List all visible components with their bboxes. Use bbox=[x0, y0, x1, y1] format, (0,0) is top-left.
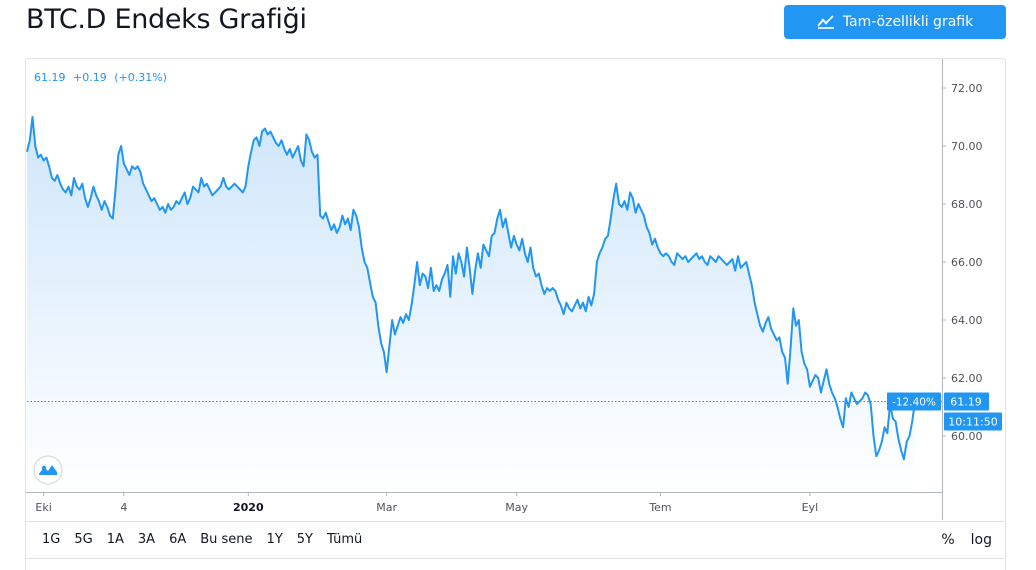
percent-scale-toggle[interactable]: % bbox=[941, 532, 955, 548]
y-tick-label: 72.00 bbox=[951, 82, 983, 95]
x-tick-label: Mar bbox=[376, 501, 397, 514]
range-1a[interactable]: 1A bbox=[106, 532, 124, 547]
tradingview-logo-icon bbox=[33, 455, 63, 485]
chart-line-icon bbox=[817, 15, 834, 29]
change-badge bbox=[887, 392, 941, 411]
time-badge bbox=[944, 412, 1002, 431]
range-6a[interactable]: 6A bbox=[169, 532, 187, 547]
y-tick-label: 60.00 bbox=[951, 430, 983, 443]
full-featured-chart-label: Tam-özellikli grafik bbox=[842, 14, 974, 30]
range-all[interactable]: Tümü bbox=[326, 532, 363, 547]
chart-widget bbox=[25, 58, 1006, 570]
range-5y[interactable]: 5Y bbox=[296, 532, 313, 547]
x-tick-label: 2020 bbox=[233, 501, 264, 514]
range-1g[interactable]: 1G bbox=[42, 532, 61, 547]
y-tick-label: 66.00 bbox=[951, 256, 983, 269]
legend-change: +0.19 bbox=[73, 71, 107, 84]
scale-options: % log bbox=[933, 521, 1000, 559]
y-tick-label: 62.00 bbox=[951, 372, 983, 385]
range-selector: 1G 5G 1A 3A 6A Bu sene 1Y 5Y Tümü % log bbox=[26, 521, 1004, 559]
x-tick-label: Tem bbox=[648, 501, 671, 514]
price-legend: 61.19 +0.19 (+0.31%) bbox=[34, 71, 171, 84]
series-line[interactable] bbox=[26, 116, 916, 461]
x-tick-label: 4 bbox=[120, 501, 127, 514]
y-tick-label: 64.00 bbox=[951, 314, 983, 327]
range-1y[interactable]: 1Y bbox=[266, 532, 283, 547]
range-5g[interactable]: 5G bbox=[74, 532, 93, 547]
full-featured-chart-button[interactable]: Tam-özellikli grafik bbox=[784, 5, 1006, 39]
log-scale-toggle[interactable]: log bbox=[970, 532, 992, 548]
legend-last-value: 61.19 bbox=[34, 71, 66, 84]
x-tick-label: Eki bbox=[35, 501, 51, 514]
area-fill bbox=[27, 117, 915, 492]
x-tick-label: May bbox=[505, 501, 528, 514]
x-tick-label: Eyl bbox=[802, 501, 819, 514]
price-badge bbox=[944, 392, 989, 411]
y-tick-label: 68.00 bbox=[951, 198, 983, 211]
range-3a[interactable]: 3A bbox=[137, 532, 156, 547]
range-ytd[interactable]: Bu sene bbox=[200, 532, 253, 547]
page-title: BTC.D Endeks Grafiği bbox=[26, 4, 307, 35]
change-badge-label: -12.40% bbox=[892, 396, 936, 408]
y-tick-label: 70.00 bbox=[951, 140, 983, 153]
tradingview-logo[interactable] bbox=[33, 455, 63, 489]
legend-change-pct: (+0.31%) bbox=[114, 71, 167, 84]
time-badge-label: 10:11:50 bbox=[948, 415, 997, 428]
price-chart[interactable]: 72.00 70.00 68.00 66.00 64.00 62.00 60.00 Eki 4 2… bbox=[0, 0, 1036, 522]
price-badge-label: 61.19 bbox=[950, 395, 982, 408]
